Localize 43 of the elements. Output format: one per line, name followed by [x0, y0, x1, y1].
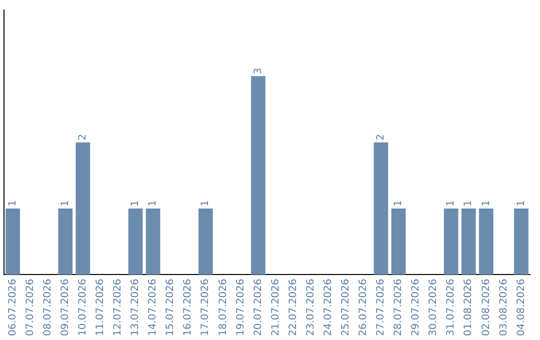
data-label: 1 — [463, 200, 474, 207]
data-label: 1 — [7, 200, 18, 207]
x-tick-label: 02.08.2026 — [480, 278, 492, 336]
data-label: 1 — [200, 200, 212, 207]
data-label: 3 — [252, 68, 264, 74]
x-tick-label: 11.07.2026 — [95, 278, 106, 336]
x-tick-label: 30.07.2026 — [428, 278, 440, 336]
x-tick-label: 12.07.2026 — [112, 278, 124, 336]
x-tick-label: 18.07.2026 — [218, 278, 229, 336]
data-label: 1 — [446, 200, 457, 207]
x-tick-label: 07.07.2026 — [24, 278, 36, 336]
x-tick-label: 09.07.2026 — [60, 278, 71, 336]
data-label: 1 — [60, 200, 71, 207]
data-label: 1 — [148, 200, 159, 207]
x-tick-label: 16.07.2026 — [182, 278, 194, 336]
x-tick-label: 01.08.2026 — [463, 278, 474, 336]
x-tick-label: 15.07.2026 — [165, 278, 176, 336]
x-tick-label: 06.07.2026 — [7, 278, 18, 336]
data-label: 1 — [480, 200, 492, 207]
data-label: 2 — [376, 134, 387, 140]
x-tick-label: 08.07.2026 — [42, 278, 54, 336]
x-tick-label: 19.07.2026 — [235, 278, 246, 336]
x-tick-label: 22.07.2026 — [288, 278, 299, 336]
x-tick-label: 13.07.2026 — [130, 278, 142, 336]
x-tick-label: 31.07.2026 — [446, 278, 457, 336]
data-label: 1 — [516, 200, 527, 207]
x-tick-label: 14.07.2026 — [148, 278, 159, 336]
x-tick-label: 17.07.2026 — [200, 278, 212, 336]
data-label: 1 — [130, 200, 142, 207]
data-label: 1 — [393, 200, 404, 207]
x-tick-label: 27.07.2026 — [376, 278, 387, 336]
x-tick-label: 03.08.2026 — [498, 278, 510, 336]
x-tick-label: 24.07.2026 — [322, 278, 334, 336]
x-tick-label: 04.08.2026 — [516, 278, 527, 336]
x-tick-label: 25.07.2026 — [340, 278, 352, 336]
x-tick-label: 29.07.2026 — [410, 278, 422, 336]
x-tick-label: 26.07.2026 — [358, 278, 370, 336]
x-tick-label: 23.07.2026 — [305, 278, 316, 336]
data-label: 2 — [77, 134, 88, 140]
x-tick-label: 28.07.2026 — [393, 278, 404, 336]
x-tick-label: 20.07.2026 — [252, 278, 264, 336]
x-tick-label: 10.07.2026 — [77, 278, 88, 336]
x-tick-label: 21.07.2026 — [270, 278, 282, 336]
